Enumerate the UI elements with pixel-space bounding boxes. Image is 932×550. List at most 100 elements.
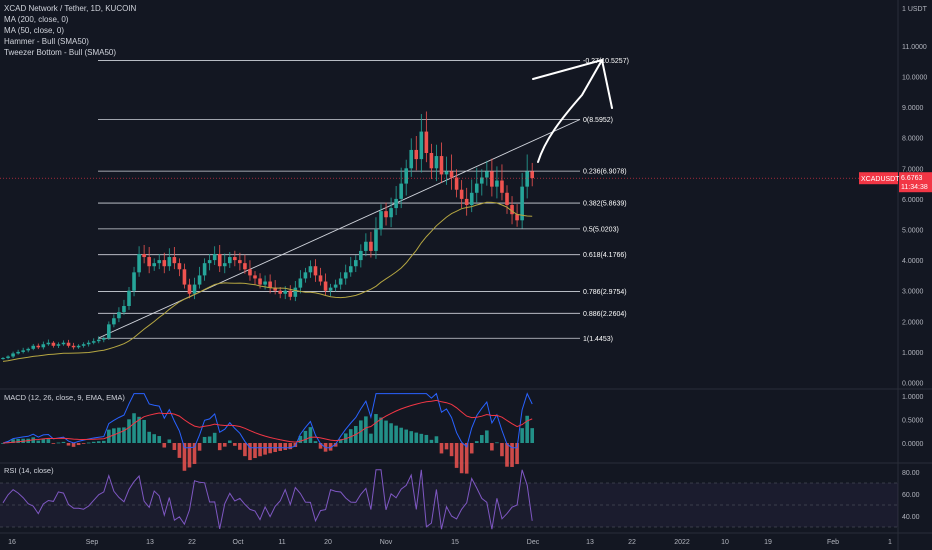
- price-tick-label: 5.0000: [902, 228, 924, 235]
- fib-level-label: 0(8.5952): [583, 117, 613, 124]
- candle-body: [464, 198, 469, 206]
- candle-body: [36, 345, 41, 348]
- macd-histogram-bar: [1, 443, 5, 444]
- candle-body: [66, 342, 71, 346]
- candle-body: [474, 183, 479, 193]
- fib-level-label: 0.786(2.9754): [583, 289, 627, 296]
- macd-title[interactable]: MACD (12, 26, close, 9, EMA, EMA): [4, 393, 125, 402]
- macd-histogram-bar: [318, 443, 323, 449]
- candle-body: [91, 341, 96, 343]
- candle-body: [338, 278, 343, 285]
- time-axis-label: 16: [8, 539, 16, 546]
- macd-histogram-bar: [207, 436, 212, 443]
- fib-level-label: 0.618(4.1766): [583, 252, 627, 259]
- fib-level-label: 1(1.4453): [583, 336, 613, 343]
- candle-body: [16, 351, 20, 354]
- candle-body: [434, 156, 439, 169]
- macd-histogram-bar: [258, 443, 262, 457]
- macd-histogram-bar: [142, 419, 146, 443]
- macd-histogram-bar: [167, 439, 172, 443]
- candle-body: [384, 211, 388, 218]
- macd-histogram-bar: [464, 443, 469, 474]
- macd-histogram-bar: [212, 432, 217, 443]
- candle-body: [323, 281, 328, 291]
- macd-histogram-bar: [157, 436, 162, 443]
- candle-body: [46, 342, 51, 345]
- indicator-hammer[interactable]: Hammer - Bull (SMA50): [4, 37, 89, 46]
- symbol-badge-label: XCADUSDT: [861, 176, 900, 183]
- macd-histogram-bar: [228, 440, 232, 443]
- macd-histogram-bar: [384, 420, 388, 443]
- rsi-title[interactable]: RSI (14, close): [4, 466, 54, 475]
- time-axis-label: 22: [628, 539, 636, 546]
- candle-body: [147, 257, 151, 267]
- candle-body: [71, 345, 76, 348]
- macd-histogram-bar: [263, 443, 267, 455]
- symbol-title[interactable]: XCAD Network / Tether, 1D, KUCOIN: [4, 4, 137, 13]
- candle-body: [157, 260, 162, 264]
- macd-histogram-bar: [162, 443, 167, 448]
- candle-body: [81, 344, 86, 346]
- candle-body: [303, 272, 308, 279]
- time-axis-label: Oct: [233, 539, 244, 546]
- candle-body: [6, 356, 10, 359]
- candle-body: [197, 275, 202, 285]
- macd-histogram-bar: [238, 443, 242, 450]
- candle-body: [414, 149, 419, 160]
- candle-body: [409, 149, 414, 169]
- candle-body: [137, 253, 141, 273]
- macd-histogram-bar: [500, 443, 504, 457]
- candle-body: [480, 177, 484, 184]
- macd-histogram-bar: [303, 430, 308, 443]
- macd-line: [2, 392, 533, 449]
- candle-body: [389, 208, 393, 218]
- candle-body: [399, 183, 403, 199]
- candle-body: [258, 278, 262, 285]
- rsi-line: [2, 469, 533, 530]
- hand-drawn-arrow: [532, 58, 613, 163]
- candle-body: [490, 171, 494, 187]
- macd-histogram-bar: [243, 443, 247, 457]
- indicator-ma50[interactable]: MA (50, close, 0): [4, 26, 65, 35]
- time-axis-label: 15: [451, 539, 459, 546]
- candle-body: [313, 266, 318, 276]
- macd-tick-label: 0.5000: [902, 418, 924, 425]
- indicator-tweezer[interactable]: Tweezer Bottom - Bull (SMA50): [4, 48, 117, 57]
- candle-body: [328, 287, 333, 291]
- time-axis-label: 20: [324, 539, 332, 546]
- trend-line: [97, 119, 581, 339]
- candle-body: [253, 275, 257, 279]
- price-badge-value: 6.6763: [901, 175, 923, 182]
- rsi-tick-label: 40.00: [902, 514, 920, 521]
- macd-histogram-bar: [217, 443, 222, 451]
- macd-histogram-bar: [137, 416, 141, 443]
- price-tick-label: 10.0000: [902, 75, 927, 82]
- time-axis-label: Sep: [86, 539, 99, 546]
- indicator-ma200[interactable]: MA (200, close, 0): [4, 15, 69, 24]
- macd-histogram-bar: [172, 443, 177, 450]
- macd-histogram-bar: [117, 427, 121, 443]
- macd-histogram-bar: [187, 443, 192, 468]
- price-tick-label: 4.0000: [902, 258, 924, 265]
- candle-body: [449, 171, 454, 178]
- macd-histogram-bar: [525, 415, 529, 443]
- candle-body: [263, 281, 267, 285]
- candle-body: [127, 290, 131, 306]
- macd-histogram-bar: [91, 441, 96, 443]
- macd-histogram-bar: [278, 443, 282, 451]
- macd-histogram-bar: [374, 414, 378, 443]
- macd-histogram-bar: [308, 427, 313, 443]
- candle-body: [343, 272, 348, 279]
- price-tick-label: 8.0000: [902, 136, 924, 143]
- macd-histogram-bar: [127, 419, 131, 443]
- symbol-badge: [859, 172, 898, 185]
- rsi-tick-label: 80.00: [902, 470, 920, 477]
- macd-histogram-bar: [480, 435, 484, 443]
- candle-body: [26, 348, 30, 351]
- candle-body: [495, 180, 499, 187]
- candle-body: [515, 214, 519, 221]
- candle-body: [202, 263, 207, 276]
- macd-histogram-bar: [333, 443, 338, 447]
- time-axis-label: 11: [278, 539, 285, 546]
